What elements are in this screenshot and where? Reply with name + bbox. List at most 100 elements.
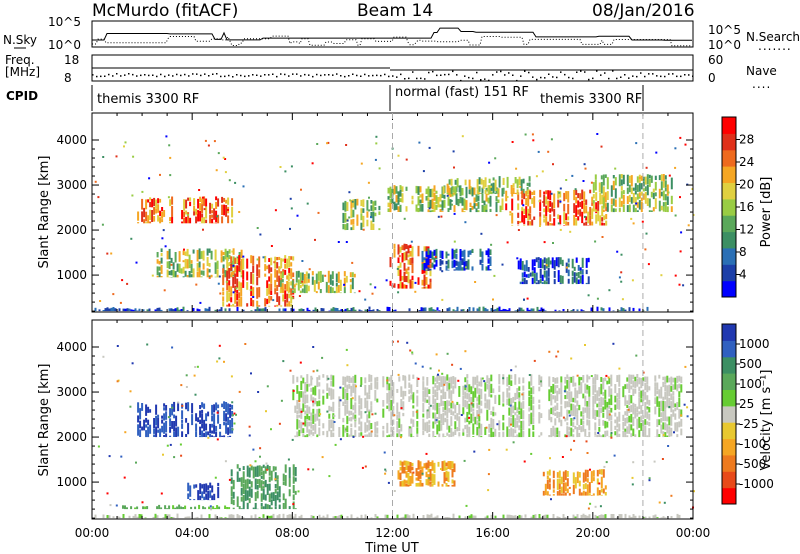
rti-cell [577,200,580,208]
rti-cell [297,270,300,278]
rti-cell [481,204,484,212]
rti-cell [330,380,333,387]
rti-scatter-point [321,356,324,359]
rti-cell [256,465,259,477]
rti-cell [626,426,629,434]
rti-cell [296,414,299,419]
nsearch-tick-top: 10^5 [708,23,741,37]
rti-cell [306,413,309,420]
rti-cell [330,406,333,412]
rti-cell [176,307,179,312]
rti-cell [400,399,403,410]
rti-cell [468,420,471,425]
rti-cell [388,383,391,391]
rti-cell [502,308,505,312]
rti-cell [354,383,357,395]
rti-cell [208,263,211,267]
rti-cell [622,421,625,430]
rti-cell [196,263,199,272]
rti-cell [360,222,363,230]
rti-cell [435,190,438,194]
rti-cell [502,177,505,185]
rti-cell [626,404,629,408]
rti-cell [432,404,435,410]
rti-cell [284,475,287,486]
rti-cell [368,374,371,382]
rti-scatter-point [165,135,168,138]
rti-cell [314,413,317,422]
rti-cell [565,191,568,200]
rti-scatter-point [506,241,509,244]
rti-cell [350,514,353,519]
rti-cell [628,423,631,434]
rti-cell [646,198,649,206]
rti-cell [541,259,544,269]
rti-cell [366,200,369,211]
rti-cell [344,405,347,416]
rti-cell [552,377,555,383]
rti-cell [464,425,467,430]
rti-cell [442,376,445,388]
rti-scatter-point [608,413,611,416]
rti-scatter-point [396,267,399,270]
rti-cell [481,193,484,203]
nave-point [432,70,434,73]
rti-cell [543,191,546,195]
rti-cell [156,515,159,519]
rti-cell [519,258,522,270]
rti-cell [576,471,579,484]
rti-scatter-point [312,468,315,471]
rti-cell [626,409,629,417]
rti-cell [512,415,515,427]
rti-cell [221,196,224,203]
rti-cell [370,205,373,211]
rti-cell [226,270,229,281]
rti-cell [274,494,277,507]
rti-cell [444,417,447,423]
rti-cell [188,516,191,519]
rti-cell [642,517,645,519]
rti-cell [610,198,613,205]
rti-cell [672,409,675,417]
rti-scatter-point [573,417,576,420]
rti-cell [610,204,613,212]
rti-cell [514,435,517,437]
rti-cell [580,514,583,519]
rti-scatter-point [120,455,123,458]
rti-cell [514,401,517,411]
rti-cell [614,395,617,403]
rti-cell [161,415,164,419]
rti-cell [449,199,452,210]
rti-cell [315,291,318,294]
rti-cell [204,308,207,312]
rti-cell [290,308,293,312]
rti-cell [262,470,265,480]
rti-cell [529,206,532,214]
rti-cell [171,217,174,224]
rti-cell [189,197,192,201]
rti-cell [222,275,225,286]
rti-cell [634,381,637,389]
nave-point [548,73,550,75]
rti-cell [244,479,247,490]
rti-cell [300,514,303,519]
rti-cell [287,272,290,282]
rti-cell [266,464,269,471]
rti-cell [124,308,127,312]
rti-cell [210,274,213,278]
rti-cell [213,222,216,224]
rti-scatter-point [668,174,671,177]
rti-scatter-point [674,214,677,217]
rti-cell [604,389,607,399]
nave-point [248,75,250,77]
rti-cell [443,199,446,208]
rti-cell [422,402,425,413]
rti-cell [632,416,635,426]
rti-scatter-point [397,340,399,343]
rti-cell [266,298,269,305]
rti-cell [582,490,585,496]
rti-cell [578,432,581,437]
rti-cell [173,431,176,437]
rti-cell [185,216,188,224]
rti-cell [399,204,402,212]
